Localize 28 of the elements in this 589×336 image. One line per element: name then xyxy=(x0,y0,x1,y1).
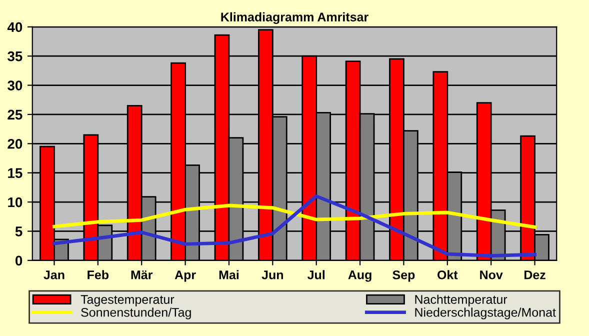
chart-title: Klimadiagramm Amritsar xyxy=(221,12,368,24)
x-tick-label: Feb xyxy=(88,270,109,280)
x-tick-label: Aug xyxy=(348,270,372,282)
line-series xyxy=(52,204,536,229)
legend-label: Tagestemperatur xyxy=(80,295,174,306)
legend-label: Sonnenstunden/Tag xyxy=(81,308,191,320)
legend-label: Nachttemperatur xyxy=(415,294,508,306)
x-tick-label: Okt xyxy=(437,270,458,280)
y-tick-label: 15 xyxy=(8,168,22,178)
line-series xyxy=(52,194,536,258)
y-tick-label: 10 xyxy=(8,197,22,208)
legend-label: Niederschlagstage/Monat xyxy=(415,308,556,320)
y-tick-label: 20 xyxy=(8,138,22,149)
x-tick-label: Mär xyxy=(131,270,153,280)
y-tick-label: 40 xyxy=(7,22,22,32)
y-tick-label: 25 xyxy=(8,110,22,120)
x-tick-label: Jun xyxy=(262,270,283,280)
y-tick-label: 30 xyxy=(8,80,22,90)
x-tick-label: Nov xyxy=(480,270,503,280)
y-tick-label: 35 xyxy=(8,51,22,62)
x-tick-label: Jan xyxy=(44,270,64,280)
x-tick-label: Mai xyxy=(219,270,239,280)
x-tick-label: Sep xyxy=(392,270,415,282)
y-tick-label: 0 xyxy=(16,256,22,266)
y-tick-label: 5 xyxy=(15,226,22,236)
x-tick-label: Apr xyxy=(174,270,196,282)
x-tick-label: Dez xyxy=(524,270,546,280)
x-tick-label: Jul xyxy=(308,270,324,280)
